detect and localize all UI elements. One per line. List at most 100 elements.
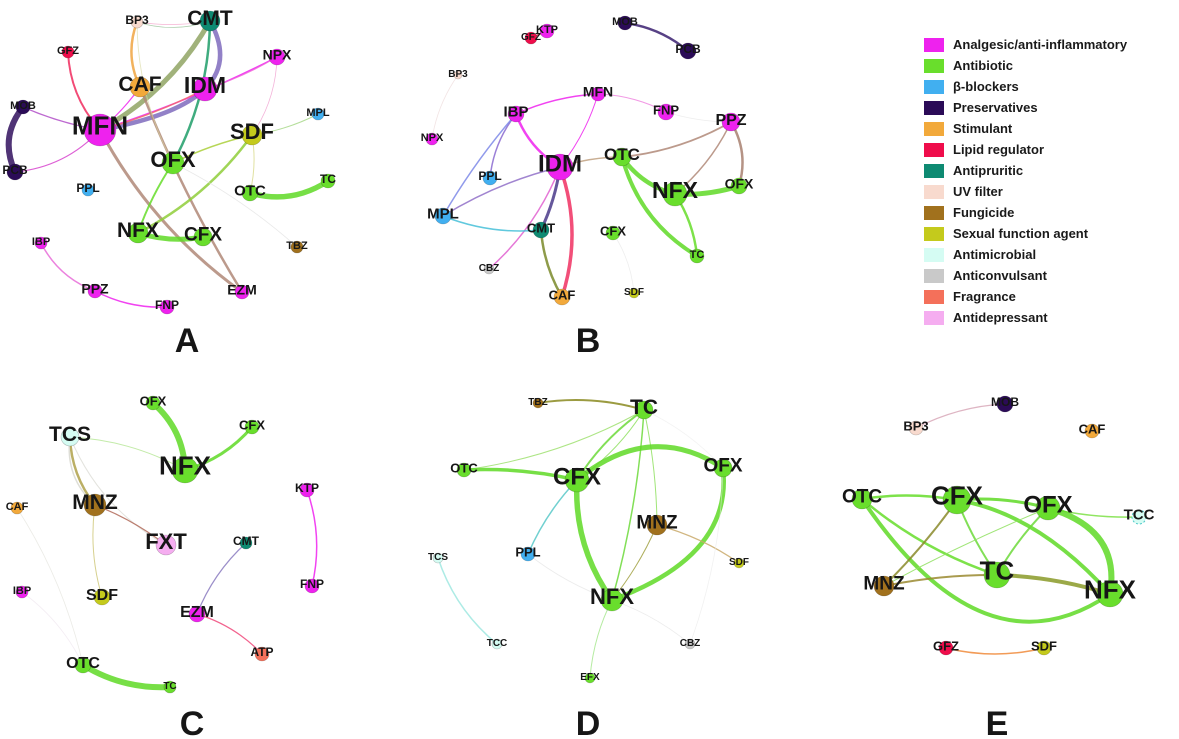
node-D-TCS — [432, 552, 444, 564]
node-C-OFX — [145, 395, 161, 411]
node-C-TC — [163, 680, 177, 694]
node-label-B-NPX: NPX — [421, 132, 444, 144]
node-A-MFN — [83, 113, 117, 147]
legend-label-antidepressant: Antidepressant — [953, 310, 1048, 325]
edge-MFN-CMT — [97, 18, 213, 133]
node-label-C-OFX: OFX — [140, 393, 167, 408]
node-label-C-CFX: CFX — [239, 417, 265, 432]
legend-swatch-antibiotic — [924, 58, 944, 73]
node-label-B-PCB: PCB — [675, 42, 701, 56]
node-label-C-NFX: NFX — [159, 451, 212, 481]
node-label-E-TCC: TCC — [1124, 507, 1155, 524]
node-B-NPX — [425, 132, 439, 146]
node-label-C-EZM: EZM — [180, 604, 214, 621]
node-D-SDF — [733, 557, 745, 569]
edge-OFX-TBZ — [172, 162, 298, 248]
node-E-MOB — [996, 395, 1014, 413]
panel-C: OFX TCS CFX NFX KTP MNZ CAF FXT CMT FNP IBP SDF EZM A… — [6, 393, 324, 739]
node-A-PPZ — [87, 283, 103, 299]
node-label-A-SDF: SDF — [230, 119, 274, 144]
node-A-IBP — [34, 236, 48, 250]
node-A-BP3 — [130, 15, 144, 29]
edge-OFX-MNZ — [883, 507, 1049, 587]
node-label-A-PPL: PPL — [76, 181, 99, 195]
edge-CFX-NFX — [573, 477, 615, 603]
edge-TC-OFX — [643, 409, 724, 469]
edge-BP3-MOB — [915, 403, 1006, 429]
node-label-D-TBZ: TBZ — [528, 397, 547, 408]
panel-letter-C: C — [180, 705, 205, 739]
node-label-A-MFN: MFN — [72, 111, 128, 141]
legend-swatch-fungicide — [924, 205, 944, 220]
legend-swatch-fragrance — [924, 289, 944, 304]
node-label-C-IBP: IBP — [13, 585, 31, 597]
node-E-TC — [983, 561, 1011, 589]
legend-item-antimicrobial: Antimicrobial — [924, 244, 1127, 265]
node-label-A-OTC: OTC — [234, 183, 266, 200]
node-label-D-NFX: NFX — [590, 584, 634, 609]
node-D-TC — [634, 400, 654, 420]
node-label-A-PCB: PCB — [2, 163, 28, 177]
edge-GFZ-SDF — [945, 647, 1045, 655]
node-A-OFX — [161, 151, 185, 175]
node-A-GFZ — [61, 45, 75, 59]
node-D-TBZ — [532, 397, 544, 409]
node-label-A-BP3: BP3 — [125, 13, 149, 27]
edge-OTC-TC — [620, 155, 699, 258]
node-label-B-NFX: NFX — [652, 177, 699, 203]
node-label-B-MPL: MPL — [427, 206, 459, 223]
node-label-D-OTC: OTC — [450, 460, 478, 475]
node-label-E-BP3: BP3 — [903, 418, 928, 433]
node-C-MNZ — [83, 493, 107, 517]
edge-CFX-OFX — [574, 444, 726, 483]
legend-swatch-uv_filter — [924, 184, 944, 199]
panel-letter-B: B — [576, 322, 601, 360]
node-label-B-BP3: BP3 — [448, 69, 468, 80]
node-B-KTP — [539, 23, 555, 39]
node-label-D-PPL: PPL — [515, 544, 540, 559]
node-label-A-CFX: CFX — [184, 224, 222, 245]
legend-item-fungicide: Fungicide — [924, 202, 1127, 223]
edge-TC-MNZ — [643, 409, 658, 526]
node-label-C-OTC: OTC — [66, 655, 100, 672]
node-label-D-OFX: OFX — [703, 455, 742, 476]
node-D-OFX — [713, 458, 733, 478]
edge-BP3-NPX — [431, 74, 459, 140]
panel-letter-D: D — [576, 705, 601, 739]
node-B-OTC — [612, 147, 632, 167]
node-B-FNP — [657, 103, 675, 121]
node-B-CBZ — [483, 263, 495, 275]
node-D-CBZ — [684, 638, 696, 650]
legend: Analgesic/anti-inflammatory Antibiotic β-b… — [924, 34, 1127, 328]
legend-swatch-antimicrobial — [924, 247, 944, 262]
panel-D: TBZ TC OTC CFX OFX MNZ PPL TCS SDF NFX TCC CBZ EFX D — [428, 396, 749, 739]
node-label-B-IBP: IBP — [503, 104, 528, 121]
node-D-CFX — [564, 467, 590, 493]
node-label-B-FNP: FNP — [653, 102, 679, 117]
node-B-PCB — [679, 42, 697, 60]
node-label-B-IDM: IDM — [538, 150, 582, 177]
edge-KTP-FNP — [306, 489, 318, 587]
edge-MFN-IBP — [515, 93, 599, 115]
node-B-CAF — [553, 288, 571, 306]
node-label-B-SDF: SDF — [624, 287, 644, 298]
node-B-NFX — [662, 181, 688, 207]
node-C-OTC — [74, 656, 92, 674]
node-label-E-NFX: NFX — [1084, 575, 1137, 605]
legend-swatch-sexual_function — [924, 226, 944, 241]
legend-label-fragrance: Fragrance — [953, 289, 1016, 304]
node-B-OFX — [730, 177, 748, 195]
legend-item-sexual_function: Sexual function agent — [924, 223, 1127, 244]
node-label-E-OFX: OFX — [1023, 491, 1072, 518]
node-label-A-FNP: FNP — [155, 298, 179, 312]
node-A-SDF — [241, 124, 263, 146]
node-label-E-SDF: SDF — [1031, 638, 1057, 653]
legend-swatch-lipid_regulator — [924, 142, 944, 157]
edge-OTC-TC — [80, 662, 173, 691]
node-E-OTC — [851, 488, 873, 510]
legend-label-preservative: Preservatives — [953, 100, 1038, 115]
legend-swatch-stimulant — [924, 121, 944, 136]
node-label-A-CAF: CAF — [118, 73, 161, 96]
node-D-EFX — [584, 672, 596, 684]
